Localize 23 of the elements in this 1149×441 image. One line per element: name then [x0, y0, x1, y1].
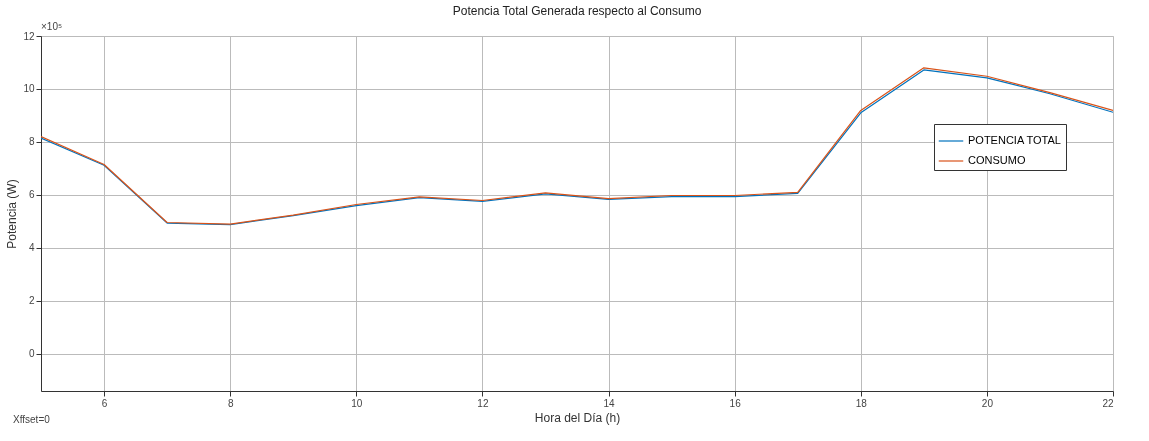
x-tick-label: 16: [729, 397, 742, 409]
y-tick-label: 10: [23, 83, 35, 95]
text: Xffset=0: [13, 414, 51, 425]
x-axis-title: Hora del Día (h): [534, 410, 621, 425]
x-tick-label: 14: [603, 397, 616, 409]
legend-label: CONSUMO: [968, 154, 1026, 166]
y-tick-label: 0: [28, 348, 35, 360]
x-tick-label: 12: [477, 397, 489, 409]
y-tick-label: 6: [28, 189, 35, 201]
x-tick-label: 22: [1102, 397, 1114, 409]
x-tick-label: 20: [981, 397, 994, 409]
y-tick-label: 2: [28, 295, 35, 307]
x-tick-label: 6: [101, 397, 108, 409]
y-axis-title: Potencia (W): [5, 179, 20, 249]
chart-title: Potencia Total Generada respecto al Consumo: [452, 4, 702, 18]
y-tick-label: 8: [28, 136, 35, 148]
y-tick-label: 4: [28, 242, 35, 254]
y-tick-label: 12: [23, 30, 35, 42]
x-tick-label: 10: [351, 397, 363, 409]
legend-label: POTENCIA TOTAL: [968, 134, 1061, 146]
x-tick-label: 8: [227, 397, 234, 409]
x-tick-label: 18: [855, 397, 868, 409]
text: ×10⁵: [41, 21, 63, 32]
